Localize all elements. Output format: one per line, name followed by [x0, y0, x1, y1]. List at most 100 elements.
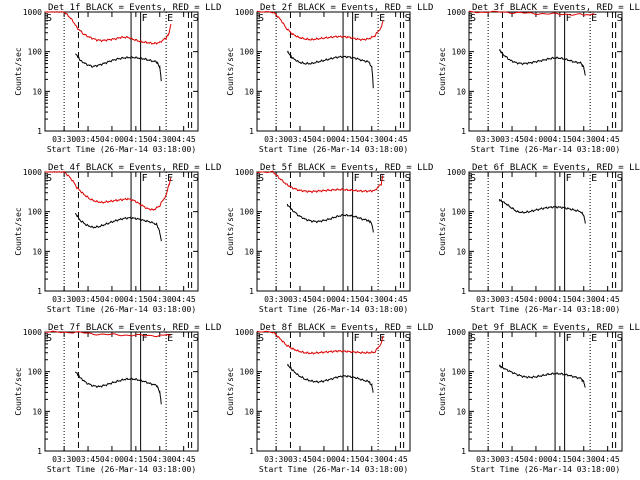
x-axis-label: Start Time (26-Mar-14 03:18:00): [47, 465, 196, 474]
plot-frame: [44, 171, 199, 292]
panel-title: Det 3f BLACK = Events, RED = LLD: [472, 3, 640, 13]
y-tick-label: 1: [461, 287, 466, 296]
x-axis-label: Start Time (26-Mar-14 03:18:00): [259, 305, 408, 314]
plot-frame: [44, 331, 199, 452]
x-tick-label: 03:30: [476, 455, 500, 464]
x-tick-label: 04:45: [596, 135, 620, 144]
x-tick-label: 04:00: [100, 135, 124, 144]
events-series-line: [74, 371, 162, 405]
y-tick-label: 1: [461, 127, 466, 136]
panel-title: Det 8f BLACK = Events, RED = LLD: [260, 323, 433, 333]
marker-label: E: [591, 333, 597, 344]
marker-label: S: [193, 13, 199, 24]
y-tick-label: 100: [28, 48, 43, 57]
y-tick-label: 1000: [447, 328, 466, 337]
marker-label: S: [470, 333, 476, 344]
y-tick-label: 1000: [23, 8, 42, 17]
panel-7: Det 7f BLACK = Events, RED = LLD 1 10 100 10…: [14, 323, 221, 474]
marker-label: S: [617, 333, 623, 344]
x-tick-label: 03:30: [264, 455, 288, 464]
marker-label: F: [354, 333, 360, 344]
marker-label: S: [617, 13, 623, 24]
marker-label: S: [258, 13, 264, 24]
x-axis-label: Start Time (26-Mar-14 03:18:00): [471, 465, 620, 474]
marker-label: S: [46, 333, 52, 344]
y-tick-label: 1000: [447, 8, 466, 17]
x-tick-label: 03:30: [476, 135, 500, 144]
plot-frame: [468, 331, 623, 452]
x-tick-label: 03:45: [288, 455, 312, 464]
x-tick-label: 04:30: [148, 295, 172, 304]
marker-label: S: [46, 173, 52, 184]
marker-label: S: [193, 333, 199, 344]
x-tick-label: 04:15: [124, 135, 148, 144]
marker-label: F: [566, 333, 572, 344]
y-tick-label: 1000: [235, 168, 254, 177]
x-tick-label: 04:00: [312, 295, 336, 304]
x-tick-label: 03:45: [76, 135, 100, 144]
x-tick-label: 03:45: [288, 135, 312, 144]
x-tick-label: 04:00: [524, 135, 548, 144]
x-tick-label: 04:45: [596, 295, 620, 304]
y-tick-label: 1: [461, 447, 466, 456]
panel-title: Det 4f BLACK = Events, RED = LLD: [48, 163, 221, 173]
x-tick-label: 04:15: [548, 295, 572, 304]
x-tick-label: 04:30: [572, 455, 596, 464]
x-tick-label: 04:15: [124, 455, 148, 464]
x-tick-label: 04:45: [384, 295, 408, 304]
panel-9: Det 9f BLACK = Events, RED = LLD 1 10 100 10…: [438, 323, 640, 474]
y-tick-label: 100: [452, 368, 467, 377]
panel-title: Det 6f BLACK = Events, RED = LLD: [472, 163, 640, 173]
y-tick-label: 1: [37, 127, 42, 136]
marker-label: F: [354, 13, 360, 24]
x-tick-label: 04:45: [172, 455, 196, 464]
x-tick-label: 03:30: [52, 135, 76, 144]
x-tick-label: 03:45: [500, 455, 524, 464]
y-tick-label: 10: [244, 247, 254, 256]
marker-label: S: [405, 333, 411, 344]
lld-series-line: [256, 170, 384, 194]
x-tick-label: 04:15: [336, 295, 360, 304]
x-tick-label: 04:00: [312, 455, 336, 464]
y-tick-label: 100: [452, 48, 467, 57]
y-axis-label: Counts/sec: [226, 47, 235, 95]
y-axis-label: Counts/sec: [226, 367, 235, 415]
y-axis-label: Counts/sec: [438, 47, 447, 95]
y-tick-label: 1: [249, 127, 254, 136]
x-tick-label: 03:30: [264, 135, 288, 144]
lld-series-line: [44, 330, 172, 338]
x-tick-label: 04:30: [572, 295, 596, 304]
y-tick-label: 10: [456, 87, 466, 96]
x-axis-label: Start Time (26-Mar-14 03:18:00): [259, 465, 408, 474]
panel-title: Det 7f BLACK = Events, RED = LLD: [48, 323, 221, 333]
marker-label: S: [405, 173, 411, 184]
x-tick-label: 04:30: [360, 295, 384, 304]
x-tick-label: 04:30: [148, 135, 172, 144]
panel-title: Det 2f BLACK = Events, RED = LLD: [260, 3, 433, 13]
y-tick-label: 100: [240, 368, 255, 377]
y-tick-label: 10: [32, 407, 42, 416]
marker-label: F: [354, 173, 360, 184]
y-tick-label: 1: [249, 447, 254, 456]
marker-label: F: [142, 173, 148, 184]
marker-label: E: [167, 173, 173, 184]
plot-frame: [256, 331, 411, 452]
marker-label: E: [167, 333, 173, 344]
x-axis-label: Start Time (26-Mar-14 03:18:00): [47, 145, 196, 154]
x-tick-label: 03:30: [264, 295, 288, 304]
x-tick-label: 04:00: [100, 295, 124, 304]
y-tick-label: 1: [249, 287, 254, 296]
x-tick-label: 04:30: [572, 135, 596, 144]
panel-1: Det 1f BLACK = Events, RED = LLD 1 10 100 10…: [14, 3, 221, 154]
x-tick-label: 04:30: [360, 135, 384, 144]
y-tick-label: 100: [28, 368, 43, 377]
events-series-line: [498, 48, 586, 76]
y-tick-label: 100: [452, 208, 467, 217]
x-tick-label: 04:30: [360, 455, 384, 464]
events-series-line: [286, 203, 374, 233]
lld-series-line: [44, 11, 172, 45]
marker-label: E: [167, 13, 173, 24]
y-tick-label: 1000: [23, 168, 42, 177]
plot-frame: [468, 11, 623, 132]
marker-label: S: [617, 173, 623, 184]
